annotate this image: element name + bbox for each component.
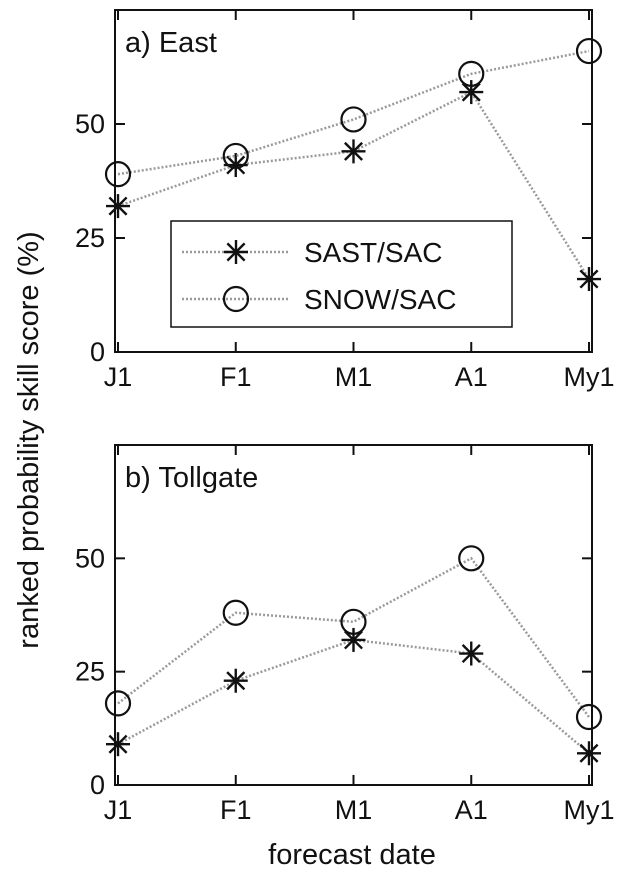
legend-item: SNOW/SAC [182, 284, 456, 315]
x-tick-label: F1 [220, 795, 252, 825]
data-point-star [341, 139, 366, 164]
panel-title: b) Tollgate [125, 462, 258, 494]
series-line-star [117, 638, 590, 755]
y-tick-label: 0 [90, 770, 105, 800]
data-point-circle [340, 608, 367, 635]
x-tick-label: A1 [455, 362, 488, 392]
panel-title: a) East [125, 27, 217, 59]
legend: SAST/SAC SNOW/SAC [170, 220, 513, 328]
data-point-circle [222, 142, 249, 170]
series-line-star [117, 90, 591, 280]
data-point-circle [104, 690, 132, 717]
y-tick-label: 25 [75, 223, 105, 253]
data-point-star [106, 194, 130, 219]
chart-panel-b: 0 25 50 J1 F1 M1 A1 My1 b) Tollgate [75, 444, 615, 825]
data-point-circle [458, 545, 485, 572]
data-point-circle [575, 703, 603, 731]
plot-frame [114, 444, 593, 786]
x-tick-label: J1 [104, 795, 133, 825]
legend-circle-icon [222, 285, 250, 313]
chart-panel-a: 0 25 50 J1 F1 M1 A1 My1 a) East [75, 9, 615, 392]
data-point-star [459, 641, 484, 666]
x-tick-label: M1 [335, 362, 373, 392]
x-tick-label: F1 [220, 362, 252, 392]
x-tick-label: A1 [455, 795, 488, 825]
data-point-star [577, 741, 601, 766]
y-tick-label: 25 [75, 657, 105, 687]
y-tick-label: 0 [90, 337, 105, 367]
data-point-circle [458, 60, 485, 87]
data-point-star [223, 668, 248, 693]
legend-star-icon [224, 240, 248, 264]
data-point-star [459, 80, 484, 105]
series-line-circle [117, 49, 590, 176]
data-point-circle [575, 37, 603, 65]
data-point-circle [222, 599, 249, 626]
x-axis-label: forecast date [268, 839, 436, 871]
data-point-circle [340, 106, 367, 133]
legend-label: SNOW/SAC [304, 284, 456, 315]
y-axis-label: ranked probability skill score (%) [13, 231, 45, 648]
data-point-star [577, 267, 601, 292]
legend-item: SAST/SAC [182, 237, 442, 268]
x-tick-label: My1 [563, 362, 614, 392]
x-tick-label: J1 [104, 362, 133, 392]
data-point-circle [104, 161, 132, 188]
y-tick-label: 50 [75, 109, 105, 139]
x-tick-label: M1 [335, 795, 373, 825]
legend-label: SAST/SAC [304, 237, 442, 268]
legend-box [170, 220, 513, 328]
data-point-star [341, 627, 366, 652]
x-tick-label: My1 [563, 795, 614, 825]
data-point-star [106, 732, 130, 757]
y-tick-label: 50 [75, 543, 105, 573]
